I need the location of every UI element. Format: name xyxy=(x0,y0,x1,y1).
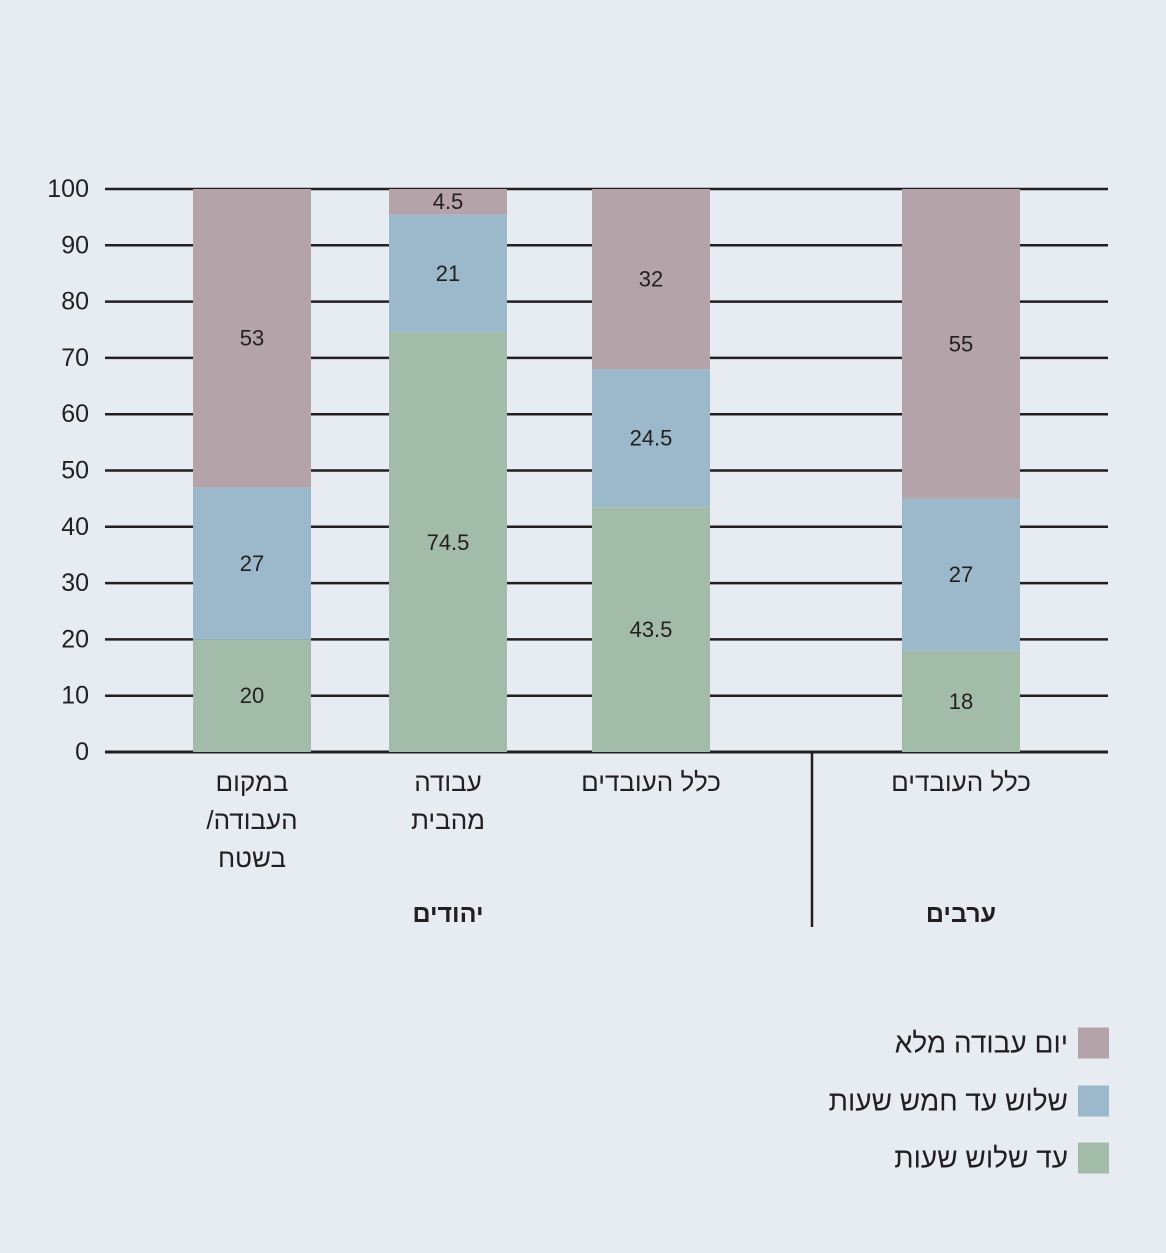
y-tick-label: 30 xyxy=(61,569,89,597)
group-label: יהודים xyxy=(412,900,483,928)
bar-segment xyxy=(389,189,507,215)
category-label: עבודה xyxy=(414,767,482,797)
data-label: 21 xyxy=(436,261,460,286)
bar-segment xyxy=(193,639,311,752)
y-tick-label: 70 xyxy=(61,344,89,372)
y-tick-label: 100 xyxy=(47,175,89,203)
category-label: כלל העובדים xyxy=(891,767,1031,797)
data-label: 4.5 xyxy=(433,189,464,214)
bar-segment xyxy=(193,487,311,640)
category-label: מהבית xyxy=(411,805,485,835)
legend-swatch xyxy=(1078,1027,1109,1059)
data-label: 32 xyxy=(639,267,663,292)
data-label: 24.5 xyxy=(630,426,673,451)
category-label: כלל העובדים xyxy=(581,767,721,797)
bar-segment xyxy=(193,189,311,488)
bar-segment xyxy=(389,332,507,752)
legend-item: שלוש עד חמש שעות xyxy=(829,1085,1109,1117)
legend-item: עד שלוש שעות xyxy=(894,1142,1109,1174)
bar-segment xyxy=(592,507,710,752)
legend-label: שלוש עד חמש שעות xyxy=(829,1086,1068,1117)
y-tick-label: 20 xyxy=(61,625,89,653)
bar-segment xyxy=(592,189,710,370)
data-label: 43.5 xyxy=(630,617,673,642)
legend-label: יום עבודה מלא xyxy=(895,1028,1068,1059)
bar-segment xyxy=(389,214,507,333)
y-tick-label: 40 xyxy=(61,513,89,541)
bar-segment xyxy=(902,650,1020,752)
group-label: ערבים xyxy=(926,900,996,928)
y-tick-label: 80 xyxy=(61,288,89,316)
data-label: 20 xyxy=(240,683,264,708)
bar-segment xyxy=(902,189,1020,499)
category-label: העבודה/ xyxy=(206,805,297,835)
y-tick-label: 60 xyxy=(61,400,89,428)
legend-label: עד שלוש שעות xyxy=(894,1143,1068,1174)
data-label: 74.5 xyxy=(427,530,470,555)
bar-segment xyxy=(902,498,1020,651)
bar-segment xyxy=(592,369,710,508)
data-label: 53 xyxy=(240,326,264,351)
y-tick-label: 0 xyxy=(75,738,89,766)
legend-swatch xyxy=(1078,1142,1109,1174)
legend-swatch xyxy=(1078,1085,1109,1117)
data-label: 55 xyxy=(949,331,973,356)
y-tick-label: 50 xyxy=(61,457,89,485)
data-label: 27 xyxy=(949,562,973,587)
y-tick-label: 90 xyxy=(61,231,89,259)
y-tick-label: 10 xyxy=(61,682,89,710)
category-label: במקום xyxy=(216,767,289,797)
category-label: בשטח xyxy=(218,843,286,873)
data-label: 18 xyxy=(949,689,973,714)
data-label: 27 xyxy=(240,551,264,576)
legend-item: יום עבודה מלא xyxy=(895,1027,1109,1059)
